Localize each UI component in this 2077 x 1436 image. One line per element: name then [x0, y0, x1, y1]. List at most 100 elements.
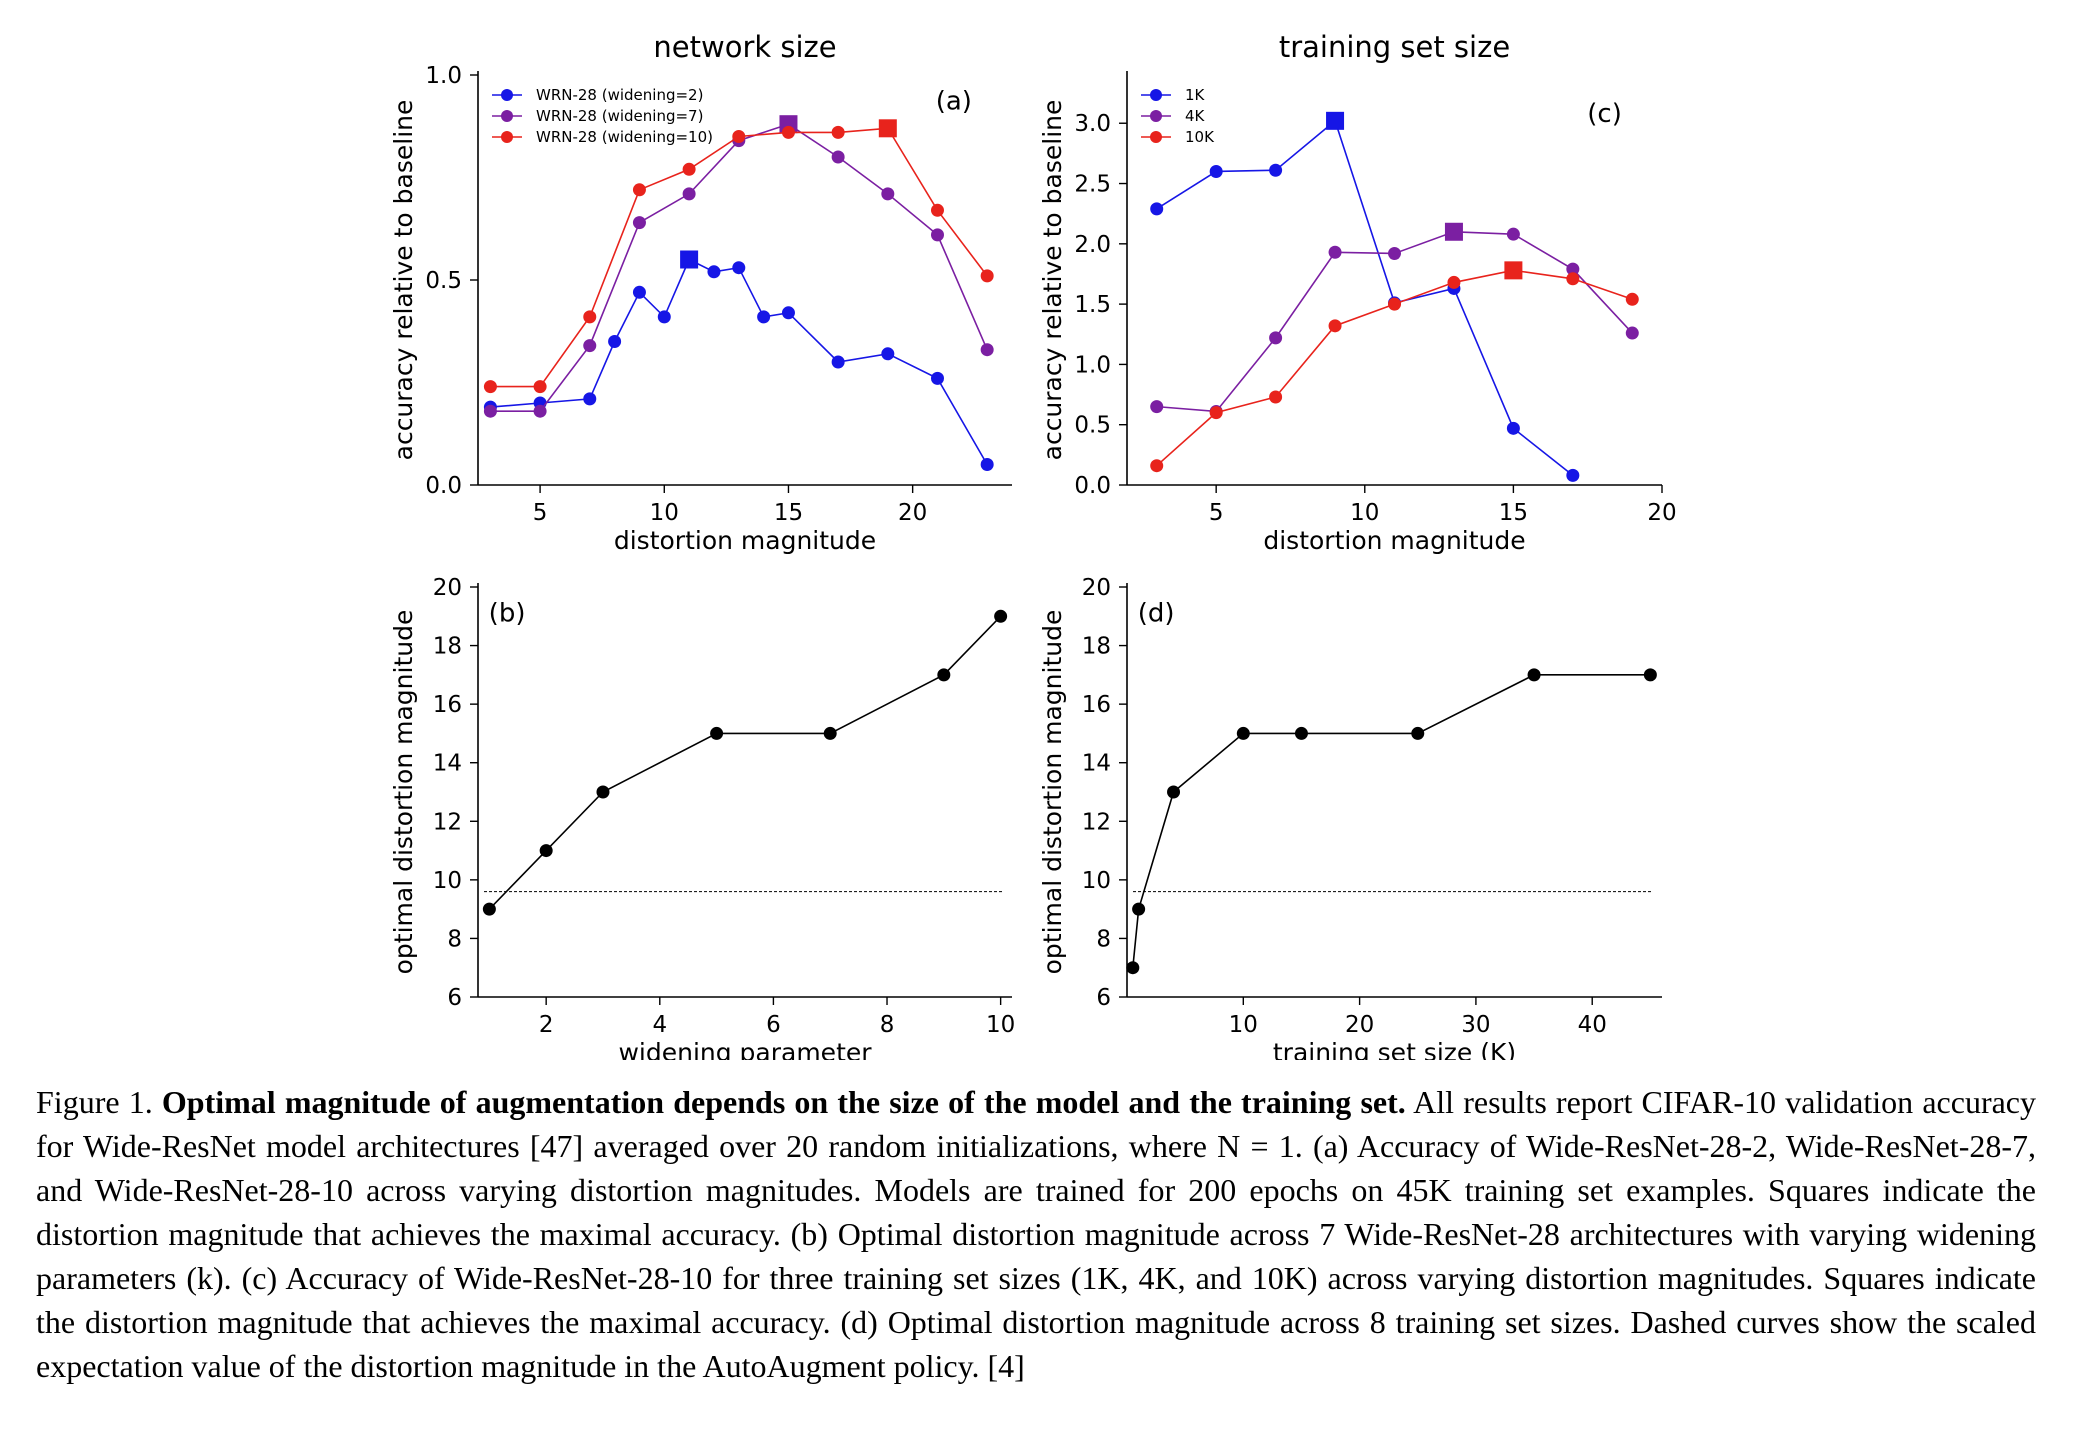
x-axis-label: widening parameter — [618, 1038, 872, 1060]
y-tick-label: 8 — [1096, 926, 1111, 952]
x-tick-label: 15 — [1499, 500, 1528, 526]
y-axis-label: optimal distortion magnitude — [1038, 610, 1067, 975]
legend: WRN-28 (widening=2) WRN-28 (widening=7) WR… — [492, 86, 713, 146]
y-tick-label: 0.5 — [425, 268, 462, 294]
x-tick-label: 10 — [1350, 500, 1379, 526]
x-tick-label: 10 — [986, 1012, 1015, 1038]
data-point — [732, 261, 746, 275]
data-point — [632, 216, 646, 230]
data-point — [930, 371, 944, 385]
y-tick-label: 1.0 — [425, 63, 462, 89]
y-axis-label: accuracy relative to baseline — [1038, 100, 1067, 461]
y-tick-label: 14 — [433, 751, 462, 777]
y-tick-label: 6 — [1096, 985, 1111, 1011]
x-tick-label: 40 — [1578, 1012, 1607, 1038]
y-tick-label: 8 — [447, 926, 462, 952]
x-tick-label: 6 — [766, 1012, 781, 1038]
y-tick-label: 16 — [1082, 692, 1111, 718]
series-1 — [1150, 222, 1639, 418]
data-point — [1328, 245, 1342, 259]
data-point — [1269, 163, 1283, 177]
data-point — [483, 380, 497, 394]
series-0 — [1126, 668, 1657, 975]
caption-label: Figure 1. — [36, 1084, 162, 1120]
x-tick-label: 20 — [1345, 1012, 1374, 1038]
chart-panel-b: 2 4 6 8 10 6 8 10 12 14 16 18 20 widening parameter op… — [389, 575, 1015, 1060]
caption-body: All results report CIFAR-10 validation a… — [36, 1084, 2036, 1384]
data-point — [1294, 726, 1308, 740]
data-point — [1566, 262, 1580, 276]
x-tick-label: 5 — [533, 500, 548, 526]
data-point — [1209, 164, 1223, 178]
data-point — [732, 130, 746, 143]
data-point — [1150, 400, 1164, 414]
data-point — [583, 339, 597, 353]
x-tick-label: 5 — [1209, 500, 1224, 526]
data-point — [583, 310, 597, 324]
y-tick-label: 18 — [1082, 634, 1111, 660]
x-tick-label: 15 — [774, 500, 803, 526]
x-tick-label: 30 — [1461, 1012, 1490, 1038]
data-point — [980, 458, 994, 471]
y-tick-label: 2.5 — [1074, 172, 1111, 198]
x-tick-label: 10 — [1229, 1012, 1258, 1038]
data-point — [1236, 726, 1250, 740]
series-2 — [1150, 261, 1639, 473]
figure-caption: Figure 1. Optimal magnitude of augmentat… — [36, 1080, 2036, 1388]
data-point — [1126, 961, 1140, 975]
legend-label: WRN-28 (widening=2) — [536, 86, 703, 104]
data-point — [831, 150, 845, 164]
chart-panel-c: 5 10 15 20 0.0 0.5 1.0 1.5 2.0 2.5 3.0 distortion m… — [1038, 30, 1677, 555]
series-line — [1156, 119, 1574, 476]
data-point — [710, 726, 724, 740]
series-0 — [483, 250, 994, 471]
data-point — [533, 380, 547, 394]
data-point — [632, 183, 646, 197]
x-tick-label: 8 — [880, 1012, 895, 1038]
x-tick-label: 10 — [650, 500, 679, 526]
y-tick-label: 6 — [447, 985, 462, 1011]
y-axis-label: optimal distortion magnitude — [389, 610, 418, 975]
data-point — [533, 404, 547, 418]
data-point — [781, 125, 795, 139]
data-point — [1625, 326, 1639, 340]
data-point — [994, 609, 1008, 623]
chart-title: training set size — [1279, 30, 1510, 64]
data-point — [707, 265, 721, 279]
series-line — [490, 258, 988, 465]
data-point — [881, 187, 895, 201]
series-line — [488, 615, 1002, 910]
data-point — [1566, 272, 1580, 286]
data-point — [1269, 390, 1283, 404]
series-line — [1132, 674, 1651, 968]
y-tick-label: 14 — [1082, 751, 1111, 777]
data-point — [757, 310, 771, 324]
data-point — [831, 125, 845, 139]
best-marker-square — [1326, 111, 1345, 130]
legend: 1K 4K 10K — [1141, 86, 1215, 146]
data-point — [1566, 468, 1580, 482]
y-tick-label: 12 — [1082, 809, 1111, 835]
legend-marker — [1150, 89, 1162, 101]
data-point — [781, 306, 795, 320]
data-point — [632, 285, 646, 299]
data-point — [1643, 668, 1657, 682]
x-tick-label: 20 — [1647, 500, 1676, 526]
data-point — [1506, 421, 1520, 435]
y-tick-label: 10 — [1082, 868, 1111, 894]
data-point — [1132, 902, 1146, 916]
data-point — [1269, 331, 1283, 345]
data-point — [1167, 785, 1181, 799]
data-point — [881, 347, 895, 361]
series-line — [490, 127, 988, 388]
data-point — [482, 902, 496, 916]
best-marker-square — [1504, 261, 1523, 280]
panel-tag: (c) — [1587, 99, 1622, 129]
panel-tag: (a) — [936, 87, 972, 117]
best-marker-square — [680, 250, 699, 269]
legend-marker — [1150, 110, 1162, 122]
x-tick-label: 4 — [652, 1012, 667, 1038]
legend-label: 4K — [1185, 107, 1206, 125]
panel-tag: (b) — [489, 599, 526, 629]
